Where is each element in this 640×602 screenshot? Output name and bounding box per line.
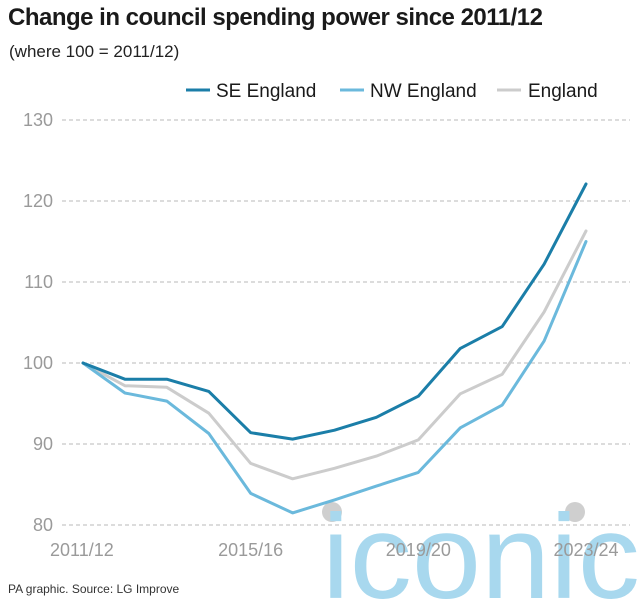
- watermark-dot-left: [322, 502, 342, 522]
- y-tick-label: 110: [24, 272, 53, 292]
- y-tick-label: 120: [23, 191, 53, 211]
- watermark-text: iconic: [322, 490, 640, 602]
- series-line-england: [81, 229, 588, 481]
- watermark-dot-right: [565, 502, 585, 522]
- y-tick-label: 80: [33, 515, 53, 535]
- series-line-nw-england: [81, 240, 588, 515]
- x-tick-label: 2011/12: [50, 540, 114, 560]
- series-line-se-england: [81, 182, 588, 441]
- x-tick-label: 2015/16: [218, 540, 283, 560]
- y-tick-label: 90: [33, 434, 53, 454]
- source-note: PA graphic. Source: LG Improve: [8, 582, 180, 596]
- y-tick-label: 100: [23, 353, 53, 373]
- x-tick-label: 2023/24: [553, 540, 618, 560]
- chart-subtitle: (where 100 = 2011/12): [9, 42, 180, 61]
- legend: SE England NW England England: [186, 81, 598, 102]
- x-axis-ticks: 2011/12 2015/16 2019/20 2023/24: [50, 540, 619, 560]
- y-axis-ticks: 80 90 100 110 120 130: [23, 110, 53, 535]
- gridlines: [62, 119, 630, 526]
- legend-label-england: England: [528, 81, 598, 102]
- legend-label-se-england: SE England: [216, 81, 316, 102]
- series-lines: [81, 182, 588, 515]
- chart-title: Change in council spending power since 2…: [8, 4, 543, 31]
- x-tick-label: 2019/20: [386, 540, 451, 560]
- y-tick-label: 130: [23, 110, 53, 130]
- legend-label-nw-england: NW England: [370, 81, 477, 102]
- watermark: iconic: [322, 490, 640, 602]
